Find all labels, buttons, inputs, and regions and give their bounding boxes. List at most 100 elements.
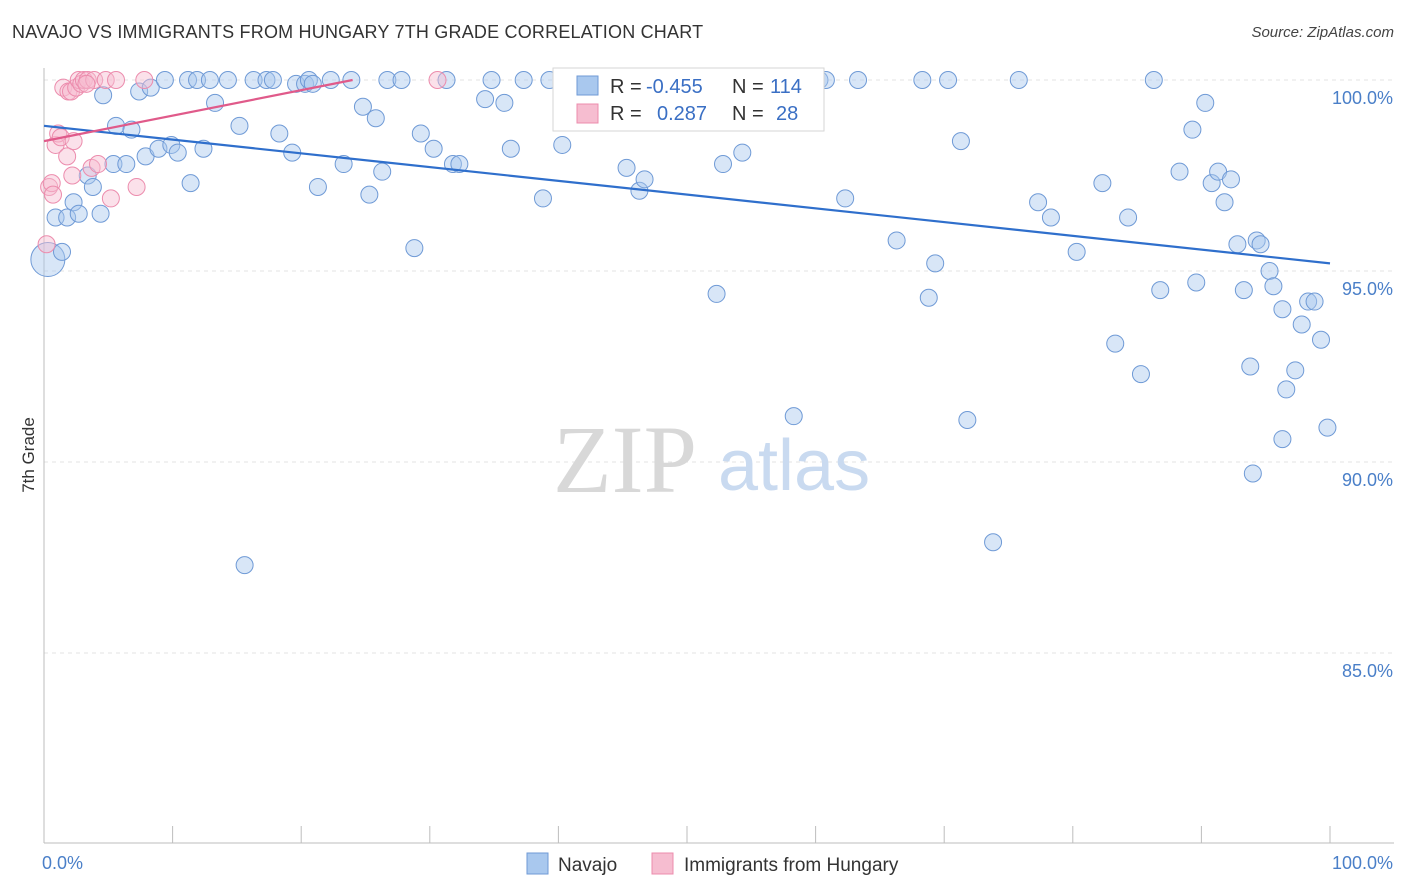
navajo-point-1 [53,242,72,261]
navajo-r-label: R = [610,76,642,98]
navajo-point-116 [1286,361,1305,380]
navajo-point-27 [218,71,237,89]
navajo-point-115 [1277,380,1296,399]
navajo-point-87 [958,410,977,429]
navajo-point-120 [1311,330,1330,349]
navajo-point-69 [635,170,654,189]
axis-labels: 100.0% 95.0% 90.0% 85.0% 0.0% 100.0% [42,88,1393,873]
navajo-point-11 [104,155,123,174]
navajo-point-39 [308,177,327,196]
watermark-atlas: atlas [718,426,870,506]
navajo-point-81 [887,231,906,250]
navajo-point-106 [1221,170,1240,189]
navajo-point-12 [117,155,136,174]
navajo-point-95 [1119,208,1138,227]
y-axis-title: 7th Grade [19,417,38,493]
navajo-point-118 [1299,292,1318,311]
watermark: ZIP atlas [553,406,870,513]
navajo-point-45 [366,109,385,128]
navajo-point-98 [1151,281,1170,300]
navajo-point-14 [130,82,149,101]
y-tick-label-1: 95.0% [1342,279,1393,299]
axes [43,68,1394,844]
navajo-point-62 [553,135,572,154]
navajo-point-111 [1251,235,1270,254]
navajo-point-123 [1273,430,1292,449]
hungary-trend-line [43,78,353,143]
navajo-point-79 [836,189,855,208]
hungary-point-20 [89,155,108,174]
hungary-point-23 [107,71,126,89]
navajo-point-114 [1273,300,1292,319]
navajo-point-31 [257,71,276,89]
x-tick-label-left: 0.0% [42,853,83,873]
navajo-point-54 [450,155,469,174]
hungary-point-0 [37,235,56,254]
navajo-point-16 [141,78,160,97]
navajo-r-value: -0.455 [646,76,703,98]
legend: Navajo Immigrants from Hungary [526,852,899,876]
navajo-point-29 [235,556,254,575]
hungary-point-24 [127,177,146,196]
navajo-point-55 [482,71,501,89]
hungary-point-26 [428,71,447,89]
navajo-point-76 [784,407,803,426]
navajo-point-109 [1241,357,1260,376]
hungary-point-25 [135,71,154,89]
hungary-point-27 [77,74,96,93]
navajo-point-67 [617,158,636,177]
navajo-point-74 [733,143,752,162]
navajo-point-97 [1144,71,1163,89]
navajo-point-5 [69,204,88,223]
navajo-point-83 [919,288,938,307]
navajo-point-33 [270,124,289,143]
hungary-point-21 [96,71,115,89]
navajo-point-46 [373,162,392,181]
navajo-point-30 [244,71,263,89]
navajo-point-102 [1196,93,1215,112]
stats-legend-box: R = -0.455 N = 114 R = 0.287 N = 28 [552,67,825,132]
navajo-point-94 [1106,334,1125,353]
navajo-point-73 [714,155,733,174]
x-tick-label-right: 100.0% [1332,853,1393,873]
navajo-point-82 [913,71,932,89]
navajo-point-89 [1009,71,1028,89]
hungary-r-value: 0.287 [657,103,707,125]
navajo-point-20 [168,143,187,162]
watermark-zip: ZIP [553,406,697,513]
navajo-swatch [576,75,599,96]
navajo-point-86 [951,132,970,151]
navajo-point-48 [392,71,411,89]
navajo-point-21 [179,71,198,89]
navajo-point-88 [984,533,1003,552]
legend-hungary-swatch [651,852,674,875]
navajo-point-99 [1170,162,1189,181]
navajo-point-58 [501,139,520,158]
legend-hungary-label: Immigrants from Hungary [684,855,899,876]
hungary-point-3 [44,185,63,204]
navajo-point-56 [476,90,495,109]
navajo-point-9 [94,86,113,105]
navajo-trend-line [43,124,1331,265]
navajo-point-119 [1305,292,1324,311]
navajo-point-103 [1202,174,1221,193]
legend-navajo-swatch [526,852,549,875]
navajo-point-50 [411,124,430,143]
navajo-point-105 [1215,193,1234,212]
trend-lines [43,78,1331,265]
hungary-n-label: N = [732,103,764,125]
y-tick-label-0: 100.0% [1332,88,1393,108]
navajo-point-24 [194,139,213,158]
navajo-point-72 [707,284,726,303]
navajo-point-101 [1187,273,1206,292]
navajo-point-57 [495,93,514,112]
navajo-point-59 [514,71,533,89]
navajo-point-7 [83,177,102,196]
navajo-point-107 [1228,235,1247,254]
navajo-point-96 [1131,365,1150,384]
navajo-point-121 [1318,418,1337,437]
legend-navajo-label: Navajo [558,855,617,876]
hungary-point-2 [42,174,61,193]
navajo-point-80 [849,71,868,89]
navajo-point-28 [230,116,249,135]
